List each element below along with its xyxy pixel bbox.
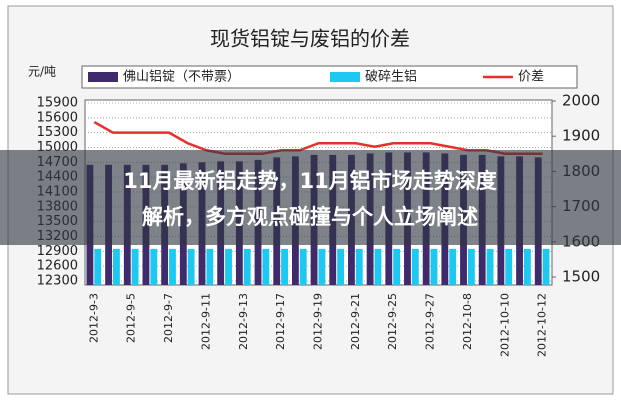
x-tick-label: 2012-9-19 — [312, 293, 325, 350]
bar — [299, 248, 307, 285]
y-tick-label: 15300 — [37, 125, 78, 140]
bar — [169, 248, 176, 285]
bar — [243, 248, 251, 285]
x-tick-label: 2012-10-8 — [461, 293, 474, 350]
bar — [318, 248, 326, 285]
y-tick-label: 12300 — [37, 274, 78, 289]
overlay-text: 解析，多方观点碰撞与个人立场阐述 — [142, 205, 478, 229]
x-tick-label: 2012-9-27 — [424, 293, 437, 350]
bar — [411, 248, 419, 285]
bar — [262, 248, 270, 285]
y-tick-label: 15600 — [37, 110, 78, 125]
x-tick-label: 2012-9-7 — [162, 293, 175, 343]
x-tick-label: 2012-9-3 — [87, 293, 100, 343]
bar — [374, 248, 382, 285]
bar — [430, 248, 438, 285]
bar — [337, 248, 345, 285]
bar — [187, 248, 195, 285]
overlay-text: 11月最新铝走势，11月铝市场走势深度 — [123, 169, 496, 193]
bar — [225, 248, 232, 285]
y-axis-label: 元/吨 — [28, 65, 56, 79]
legend-label: 价差 — [518, 70, 544, 85]
bar — [281, 248, 288, 285]
x-tick-label: 2012-9-5 — [125, 293, 138, 343]
legend-swatch — [88, 72, 118, 82]
bar — [523, 248, 531, 285]
x-tick-label: 2012-9-11 — [199, 293, 212, 350]
bar — [206, 248, 214, 285]
x-tick-label: 2012-9-13 — [237, 293, 250, 350]
bar — [131, 248, 139, 285]
x-tick-label: 2012-10-12 — [536, 293, 549, 357]
y2-tick-label: 1500 — [562, 268, 600, 286]
y2-tick-label: 2000 — [562, 92, 600, 110]
legend — [81, 65, 578, 89]
legend-swatch — [330, 72, 360, 82]
y-tick-label: 15900 — [37, 96, 78, 111]
x-tick-label: 2012-9-21 — [349, 293, 362, 350]
chart-title: 现货铝锭与废铝的价差 — [210, 27, 410, 51]
y-tick-label: 12600 — [37, 259, 78, 274]
bar — [542, 248, 550, 285]
bar — [505, 248, 513, 285]
legend-label: 佛山铝锭（不带票） — [123, 70, 240, 85]
bar — [355, 248, 363, 285]
legend-label: 破碎生铝 — [365, 70, 417, 85]
bar — [449, 248, 457, 285]
bar — [113, 248, 120, 285]
bar — [94, 248, 102, 285]
bar — [486, 248, 494, 285]
x-tick-label: 2012-10-10 — [498, 293, 511, 357]
bar — [393, 248, 401, 285]
overlay-banner — [0, 150, 621, 245]
bar — [467, 248, 475, 285]
x-tick-label: 2012-9-17 — [274, 293, 287, 350]
x-tick-label: 2012-9-25 — [386, 293, 399, 350]
bar — [150, 248, 158, 285]
y-tick-label: 12900 — [37, 244, 78, 259]
y2-tick-label: 1900 — [562, 127, 600, 145]
